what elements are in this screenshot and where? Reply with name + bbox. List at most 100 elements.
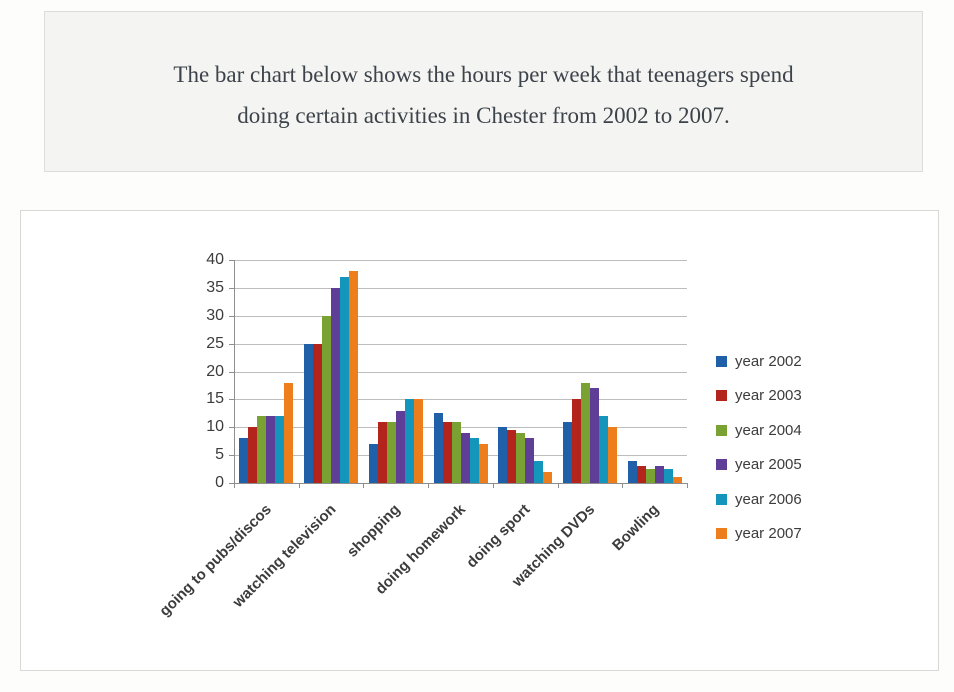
y-axis-tick-label: 15 <box>206 390 224 408</box>
bar <box>460 432 470 483</box>
x-axis-tick <box>363 483 365 488</box>
legend: year 2002 year 2003 year 2004 year 2005 year… <box>716 344 802 551</box>
bar <box>257 416 267 483</box>
legend-item: year 2003 <box>716 379 802 414</box>
bar <box>322 315 332 483</box>
prompt-text-line-2: doing certain activities in Chester from… <box>237 103 730 128</box>
bar <box>248 427 258 483</box>
chart-card: 0 5 10 15 20 25 30 35 40 going to pubs/discos watc… <box>20 210 939 671</box>
bar <box>645 469 655 483</box>
bar-chart: 0 5 10 15 20 25 30 35 40 going to pubs/discos watc… <box>21 211 938 670</box>
bar <box>672 477 682 483</box>
bar <box>239 438 249 483</box>
bar <box>349 271 359 483</box>
task-prompt-box: The bar chart below shows the hours per … <box>44 11 923 172</box>
y-axis-line <box>234 260 235 483</box>
y-axis-tick <box>229 287 234 289</box>
legend-swatch <box>716 493 727 505</box>
legend-swatch <box>716 390 727 402</box>
bar <box>386 421 396 483</box>
y-axis-tick <box>229 483 234 484</box>
bar <box>598 416 608 483</box>
bar <box>368 443 378 483</box>
x-axis-category-label-text: doing sport <box>462 501 534 572</box>
bar <box>607 427 617 483</box>
legend-item: year 2005 <box>716 448 802 483</box>
legend-label: year 2003 <box>735 387 802 405</box>
bar <box>627 460 637 483</box>
gridline <box>234 287 687 289</box>
bar <box>507 430 517 483</box>
bar <box>284 382 294 483</box>
gridline <box>234 427 687 429</box>
legend-swatch <box>716 424 727 436</box>
x-axis-category-label-text: Bowling <box>609 501 663 555</box>
legend-item: year 2004 <box>716 413 802 448</box>
bar <box>413 399 423 483</box>
legend-label: year 2007 <box>735 525 802 543</box>
gridline <box>234 315 687 317</box>
y-axis-tick-label: 0 <box>215 474 224 491</box>
y-axis-tick-label: 5 <box>215 446 224 464</box>
legend-item: year 2002 <box>716 344 802 379</box>
prompt-text-line-1: The bar chart below shows the hours per … <box>173 62 794 87</box>
bar <box>331 287 341 483</box>
bar <box>304 343 314 483</box>
bar <box>442 421 452 483</box>
legend-swatch <box>716 459 727 471</box>
bar <box>433 413 443 483</box>
x-axis-category-label-text: going to pubs/discos <box>155 501 275 620</box>
y-axis-tick-label: 25 <box>206 334 224 352</box>
x-axis-tick <box>234 483 235 488</box>
x-axis-tick <box>557 483 559 488</box>
bar <box>313 343 323 483</box>
y-axis-tick-label: 20 <box>206 362 224 380</box>
legend-item: year 2006 <box>716 482 802 517</box>
bar <box>663 469 673 483</box>
gridline <box>234 399 687 401</box>
y-axis-tick-label: 40 <box>206 251 224 268</box>
y-axis-tick-label: 30 <box>206 306 224 324</box>
legend-swatch <box>716 528 727 540</box>
x-axis-line <box>234 483 687 484</box>
bar <box>469 438 479 483</box>
bar <box>404 399 414 483</box>
x-axis-tick <box>687 483 688 488</box>
y-axis-tick <box>229 315 234 317</box>
bar <box>589 388 599 483</box>
legend-label: year 2005 <box>735 456 802 474</box>
y-axis-tick <box>229 427 234 429</box>
y-axis-tick <box>229 343 234 345</box>
bar <box>498 427 508 483</box>
y-axis-tick <box>229 455 234 457</box>
legend-label: year 2004 <box>735 421 802 439</box>
bar <box>543 471 553 483</box>
y-axis-tick <box>229 371 234 373</box>
y-axis-tick <box>229 399 234 401</box>
bar <box>580 382 590 483</box>
bar <box>654 466 664 483</box>
x-axis-category-label-text: shopping <box>344 501 404 561</box>
x-axis-tick <box>298 483 300 488</box>
legend-item: year 2007 <box>716 517 802 552</box>
bar <box>266 416 276 483</box>
gridline <box>234 260 687 261</box>
bar <box>516 432 526 483</box>
bar <box>451 421 461 483</box>
bar <box>395 410 405 483</box>
y-axis-tick <box>229 260 234 261</box>
legend-swatch <box>716 355 727 367</box>
bar <box>275 416 285 483</box>
bar <box>478 443 488 483</box>
bar <box>525 438 535 483</box>
y-axis-tick-label: 35 <box>206 278 224 296</box>
x-axis-tick <box>428 483 430 488</box>
legend-label: year 2006 <box>735 490 802 508</box>
y-axis-tick-label: 10 <box>206 418 224 436</box>
legend-label: year 2002 <box>735 352 802 370</box>
bar <box>340 276 350 483</box>
x-axis-tick <box>492 483 494 488</box>
bar <box>562 421 572 483</box>
bar <box>636 466 646 483</box>
gridline <box>234 343 687 345</box>
